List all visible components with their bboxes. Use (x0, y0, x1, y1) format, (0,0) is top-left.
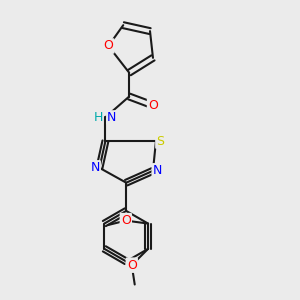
Text: S: S (156, 135, 164, 148)
Text: O: O (127, 259, 137, 272)
Text: N: N (107, 111, 116, 124)
Text: O: O (121, 214, 131, 227)
Text: O: O (103, 40, 113, 52)
Text: H: H (93, 111, 103, 124)
Text: N: N (90, 161, 100, 174)
Text: O: O (148, 99, 158, 112)
Text: N: N (153, 164, 162, 177)
